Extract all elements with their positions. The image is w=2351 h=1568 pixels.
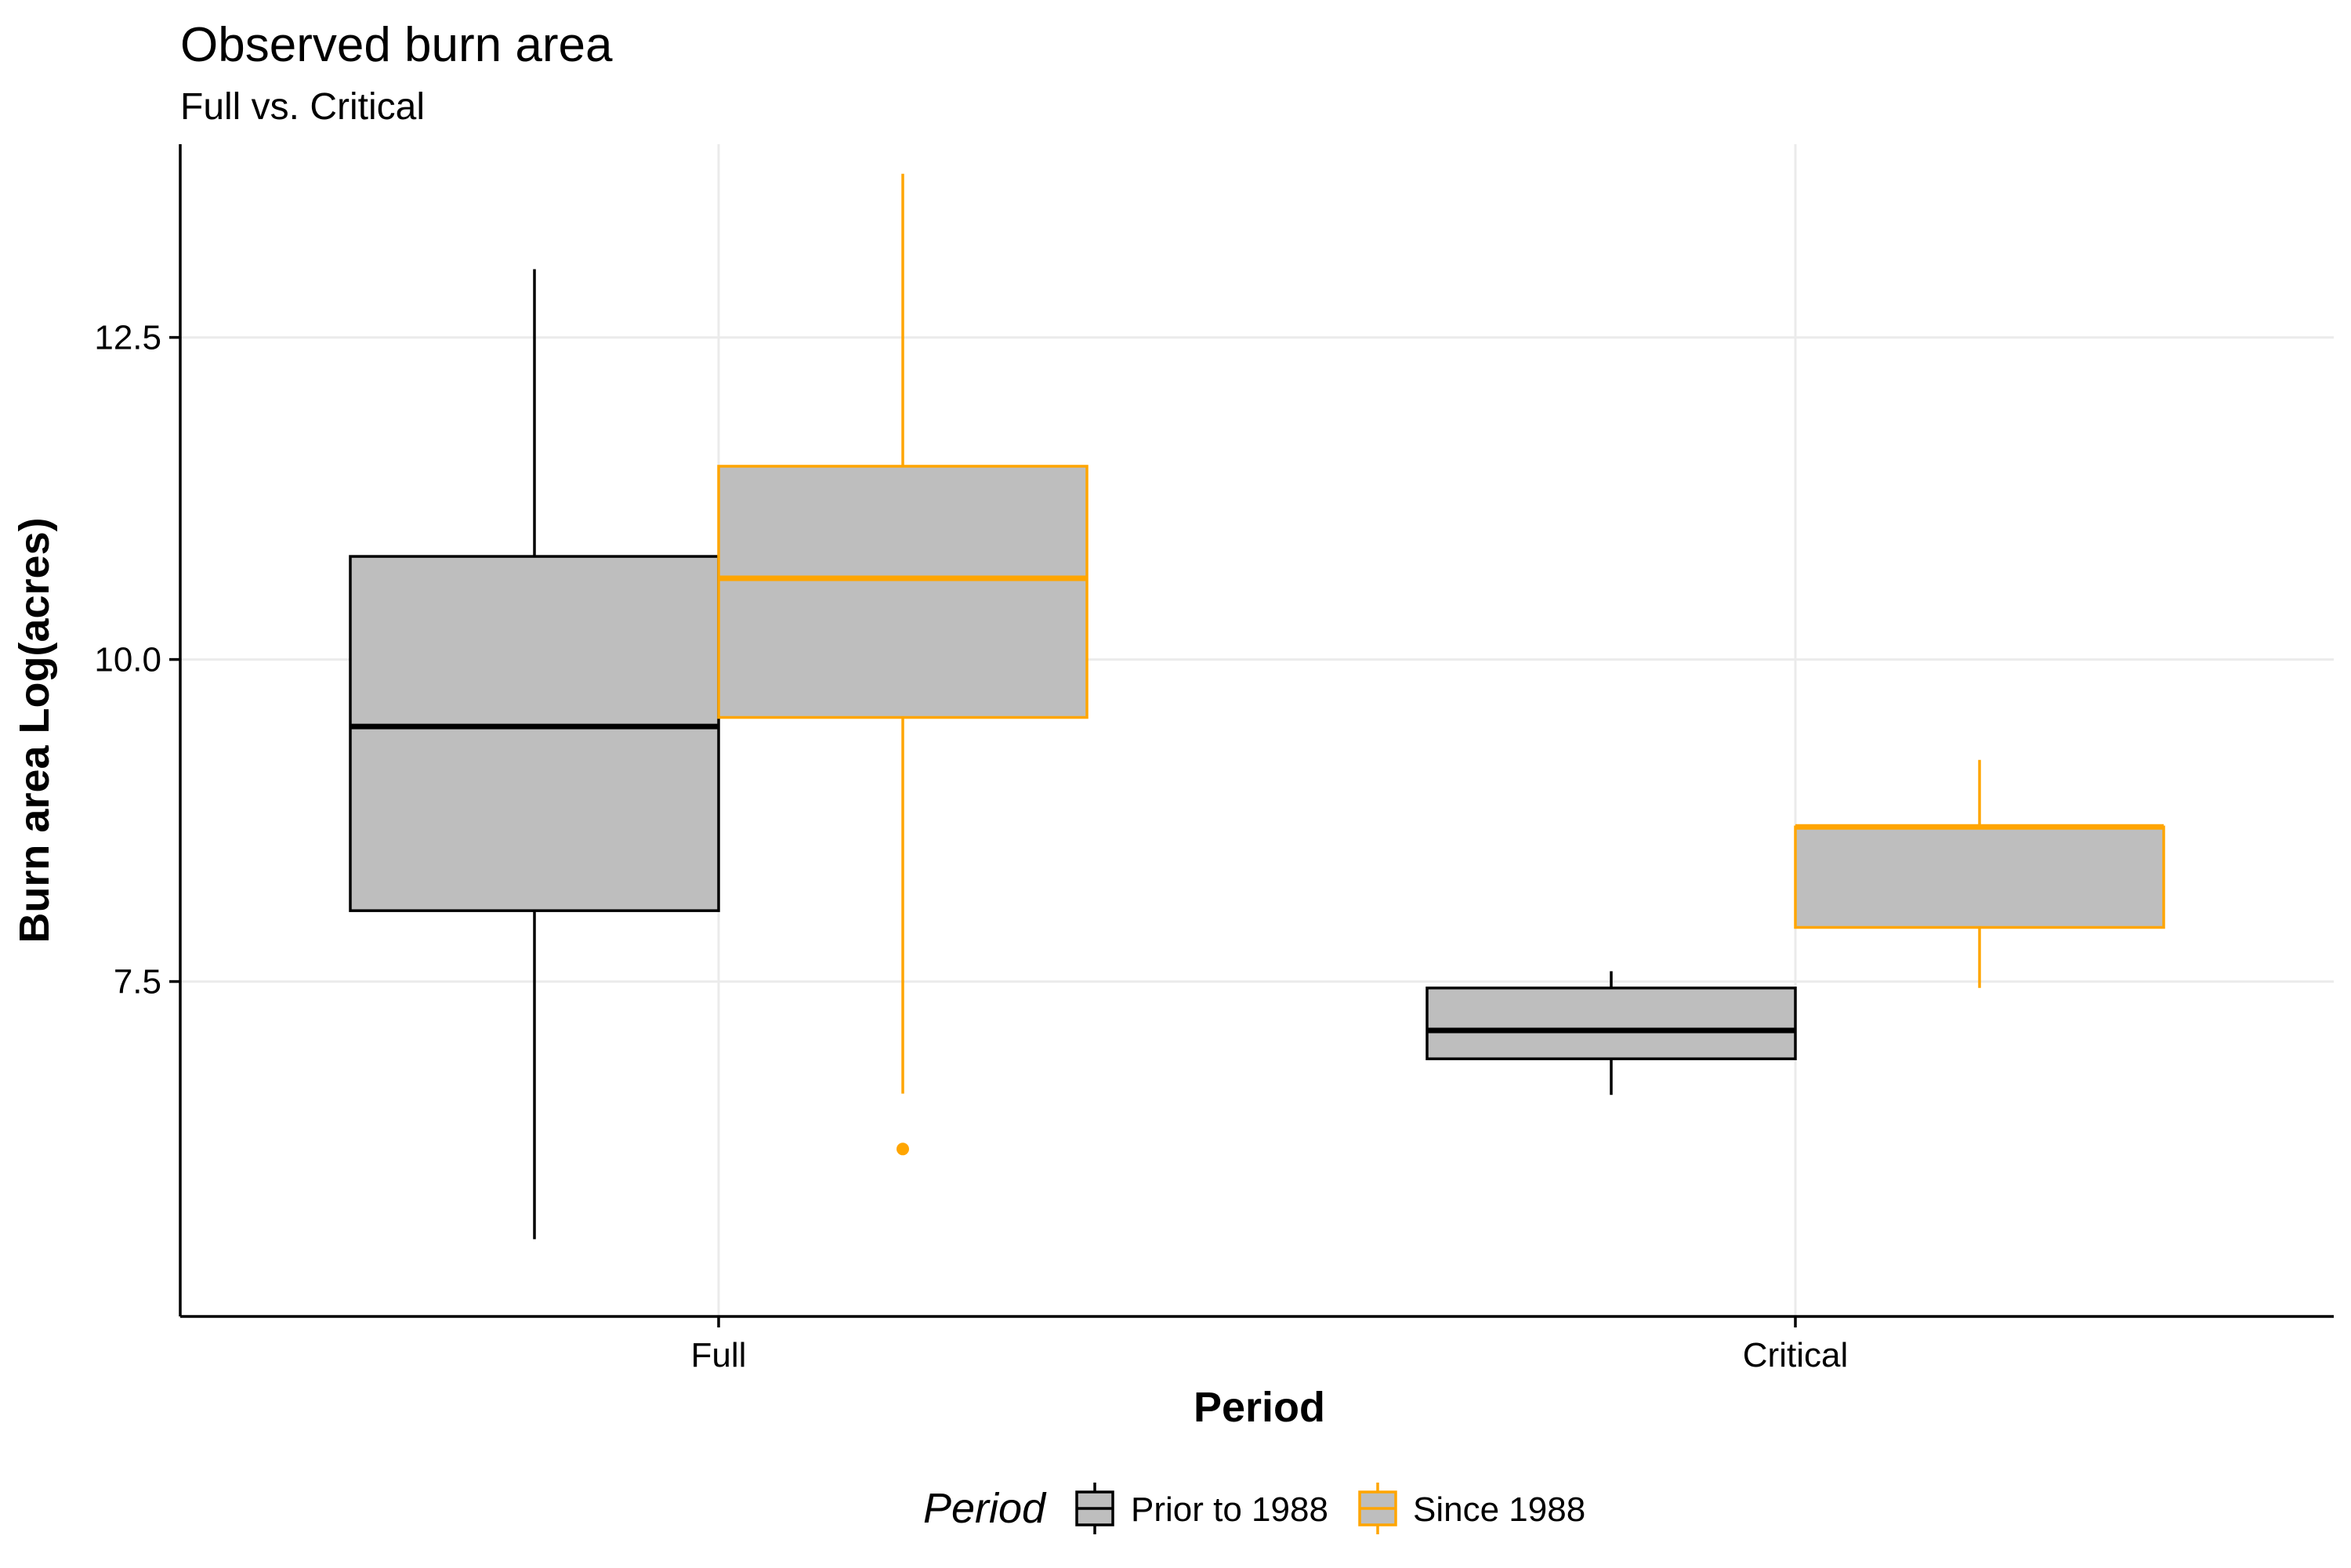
y-tick-label-1: 10.0 bbox=[94, 641, 161, 679]
boxes-layer bbox=[349, 173, 2165, 1240]
legend-label-since-1988: Since 1988 bbox=[1413, 1490, 1585, 1529]
x-axis-title: Period bbox=[1194, 1384, 1325, 1431]
x-axis-ticks: Full Critical bbox=[691, 1316, 1848, 1374]
outlier-point-since-1988-full-0 bbox=[897, 1143, 909, 1156]
x-tick-label-0: Full bbox=[691, 1336, 747, 1374]
box-body-since-1988-full bbox=[717, 465, 1089, 719]
y-axis-ticks: 7.5 10.0 12.5 bbox=[94, 319, 180, 1001]
box-since-1988-full bbox=[717, 173, 1089, 1156]
legend-label-prior-to-1988: Prior to 1988 bbox=[1131, 1490, 1328, 1529]
legend-title: Period bbox=[923, 1485, 1047, 1532]
box-prior-to-1988-full bbox=[349, 269, 720, 1240]
legend: Period Prior to 1988 Since 1988 bbox=[923, 1483, 1585, 1534]
box-body-prior-to-1988-critical bbox=[1425, 987, 1797, 1060]
chart-title: Observed burn area bbox=[180, 18, 613, 72]
box-prior-to-1988-critical bbox=[1425, 971, 1797, 1095]
box-body-since-1988-critical bbox=[1794, 825, 2165, 929]
legend-key-since-1988 bbox=[1358, 1483, 1397, 1534]
box-body-prior-to-1988-full bbox=[349, 555, 720, 912]
y-tick-label-2: 12.5 bbox=[94, 319, 161, 357]
y-axis-title: Burn area Log(acres) bbox=[11, 517, 58, 943]
chart-subtitle: Full vs. Critical bbox=[180, 86, 425, 128]
x-tick-label-1: Critical bbox=[1743, 1336, 1848, 1374]
legend-key-prior-to-1988 bbox=[1075, 1483, 1114, 1534]
y-tick-label-0: 7.5 bbox=[114, 963, 161, 1001]
box-since-1988-critical bbox=[1794, 759, 2165, 988]
